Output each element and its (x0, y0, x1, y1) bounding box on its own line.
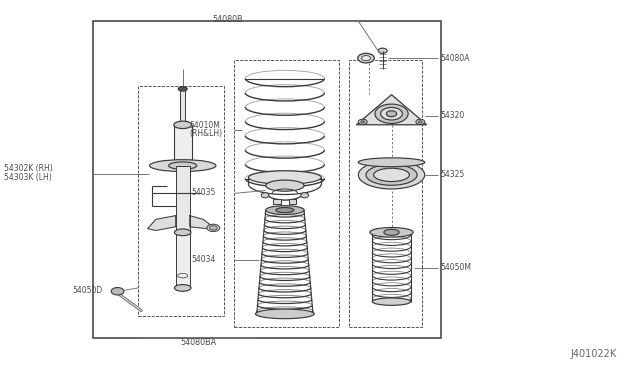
Ellipse shape (261, 193, 269, 198)
Ellipse shape (358, 161, 425, 189)
Ellipse shape (358, 158, 425, 167)
Text: 54303K (LH): 54303K (LH) (4, 173, 52, 182)
Ellipse shape (301, 193, 308, 198)
Bar (138, 86, 224, 316)
Ellipse shape (150, 160, 216, 171)
Ellipse shape (266, 206, 304, 215)
Ellipse shape (358, 119, 367, 124)
Bar (273, 199, 281, 204)
Text: 54050D: 54050D (72, 286, 102, 295)
Ellipse shape (111, 288, 124, 295)
Polygon shape (189, 216, 209, 229)
Bar (234, 60, 339, 327)
Text: 54034: 54034 (191, 255, 216, 264)
Ellipse shape (178, 87, 187, 91)
Polygon shape (356, 95, 427, 125)
Bar (173, 125, 191, 166)
Text: 54320: 54320 (440, 111, 464, 120)
Text: 54080A: 54080A (440, 54, 470, 62)
Polygon shape (148, 216, 175, 231)
Bar (175, 232, 189, 288)
Ellipse shape (375, 104, 408, 124)
Text: 54325: 54325 (440, 170, 464, 179)
Ellipse shape (169, 162, 196, 169)
Ellipse shape (209, 226, 217, 230)
Ellipse shape (362, 55, 371, 61)
Ellipse shape (372, 298, 411, 305)
Bar (180, 90, 185, 125)
Ellipse shape (387, 111, 397, 117)
Ellipse shape (255, 309, 314, 319)
Ellipse shape (366, 164, 417, 185)
Ellipse shape (419, 121, 422, 123)
Ellipse shape (361, 121, 365, 123)
Ellipse shape (374, 168, 410, 182)
Ellipse shape (173, 162, 191, 169)
Text: 54302K (RH): 54302K (RH) (4, 164, 52, 173)
Ellipse shape (266, 180, 304, 191)
Ellipse shape (416, 119, 425, 124)
Ellipse shape (174, 229, 191, 235)
Bar (289, 199, 296, 204)
Text: 54080BA: 54080BA (180, 338, 217, 347)
Ellipse shape (384, 230, 399, 235)
Text: 54050M: 54050M (440, 263, 471, 272)
Ellipse shape (174, 285, 191, 291)
Text: 54035: 54035 (191, 188, 216, 197)
Bar (93, 21, 442, 338)
Ellipse shape (381, 108, 403, 120)
Ellipse shape (378, 48, 387, 53)
Text: 54080B: 54080B (212, 15, 243, 24)
Ellipse shape (276, 208, 294, 213)
Bar (175, 166, 189, 232)
Ellipse shape (370, 228, 413, 237)
Bar (349, 60, 422, 327)
Ellipse shape (173, 121, 191, 129)
Ellipse shape (207, 224, 220, 232)
Text: (RH&LH): (RH&LH) (189, 128, 222, 138)
Text: J401022K: J401022K (571, 349, 617, 359)
Text: 54010M: 54010M (189, 122, 220, 131)
Ellipse shape (358, 53, 374, 63)
Ellipse shape (248, 171, 321, 184)
